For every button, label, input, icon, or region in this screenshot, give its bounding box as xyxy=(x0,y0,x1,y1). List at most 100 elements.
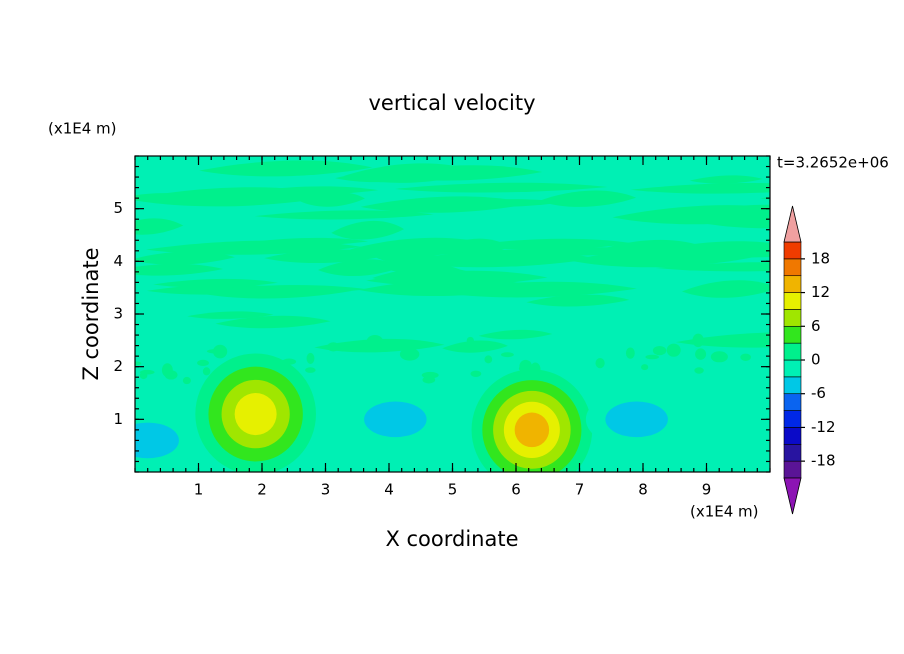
x-tick-label: 9 xyxy=(702,481,712,499)
field-speckle xyxy=(740,353,751,361)
field-speckle xyxy=(694,367,704,374)
field-speckle xyxy=(519,359,532,373)
field-streak xyxy=(344,163,479,183)
field-speckle xyxy=(645,354,659,360)
field-streak xyxy=(300,192,365,207)
field-streak xyxy=(215,315,331,329)
field-speckle xyxy=(212,344,228,359)
field-streak xyxy=(135,251,235,265)
field-streak xyxy=(630,182,770,194)
field-speckle xyxy=(710,351,728,363)
field-streak xyxy=(254,210,434,220)
x-tick-label: 4 xyxy=(384,481,394,499)
field-speckle xyxy=(666,343,681,357)
field-streak xyxy=(760,196,770,200)
field-speckle xyxy=(327,342,340,352)
colorbar-under xyxy=(783,477,802,515)
field-speckle xyxy=(366,334,384,349)
colorbar-box xyxy=(783,258,802,277)
field-streak xyxy=(689,175,763,184)
field-speckle xyxy=(625,347,635,359)
field-streak xyxy=(538,190,637,207)
field-speckle xyxy=(470,370,482,377)
colorbar-label: -12 xyxy=(811,418,836,436)
colorbar-box xyxy=(783,393,802,411)
colorbar-over xyxy=(783,205,802,243)
field-speckle xyxy=(135,361,142,366)
field-speckle xyxy=(595,357,605,369)
field-speckle xyxy=(182,376,191,385)
field-speckle xyxy=(197,359,209,367)
field-streak xyxy=(331,220,405,240)
field-speckle xyxy=(305,367,316,373)
colorbar-label: 12 xyxy=(811,283,830,301)
contour-band xyxy=(135,422,179,459)
y-tick-label: 2 xyxy=(113,357,123,375)
field-speckle xyxy=(139,371,148,380)
contour-band xyxy=(605,401,668,438)
field-streak xyxy=(394,182,608,193)
colorbar-label: 6 xyxy=(811,317,821,335)
colorbar-box xyxy=(783,325,802,344)
x-tick-label: 1 xyxy=(194,481,204,499)
field-streak xyxy=(359,279,540,297)
field-streak xyxy=(707,217,770,229)
x-tick-label: 5 xyxy=(448,481,458,499)
chart-title: vertical velocity xyxy=(368,91,535,115)
field-speckle xyxy=(414,342,427,347)
field-streak xyxy=(747,250,770,256)
field-speckle xyxy=(484,355,493,364)
field-speckle xyxy=(692,333,704,348)
field-speckle xyxy=(306,352,315,365)
field-streak xyxy=(466,238,634,250)
colorbar-box xyxy=(783,241,802,260)
y-tick-label: 3 xyxy=(113,305,123,323)
field-streak xyxy=(199,285,368,295)
field xyxy=(135,156,770,472)
field-streak xyxy=(318,259,403,277)
field-streak xyxy=(612,205,770,225)
field-speckle xyxy=(421,371,439,379)
x-tick-label: 8 xyxy=(638,481,648,499)
colorbar-box xyxy=(783,410,802,428)
field-streak xyxy=(526,294,630,307)
field-speckle xyxy=(695,348,707,360)
colorbar-label: -18 xyxy=(811,452,836,470)
field-speckle xyxy=(164,370,178,380)
field-streak xyxy=(349,237,496,257)
x-tick-label: 2 xyxy=(257,481,267,499)
field-streak xyxy=(187,311,274,319)
x-tick-label: 3 xyxy=(321,481,331,499)
field-streak xyxy=(135,218,184,235)
field-speckle xyxy=(652,345,667,356)
field-streak xyxy=(135,263,224,276)
field-speckle xyxy=(500,352,514,358)
field-streak xyxy=(451,199,562,207)
colorbar-label: 18 xyxy=(811,249,830,267)
field-streak xyxy=(468,247,673,256)
colorbar-box xyxy=(783,376,802,395)
field-streak xyxy=(245,237,369,246)
field-streak xyxy=(442,340,508,353)
time-label: t=3.2652e+06 xyxy=(777,154,889,172)
y-tick-label: 4 xyxy=(113,252,123,270)
colorbar-label: -6 xyxy=(811,384,826,402)
colorbar-box xyxy=(783,292,802,310)
field-streak xyxy=(681,280,770,298)
field-streak xyxy=(135,193,194,201)
colorbar-box xyxy=(783,427,802,445)
colorbar-box xyxy=(783,443,802,462)
y-unit: (x1E4 m) xyxy=(48,120,117,138)
x-tick-label: 6 xyxy=(511,481,521,499)
y-tick-label: 1 xyxy=(113,410,123,428)
colorbar-box xyxy=(783,342,802,361)
contour-band xyxy=(514,412,550,448)
colorbar-box xyxy=(783,359,802,378)
colorbar-label: 0 xyxy=(811,351,821,369)
colorbar-box xyxy=(783,460,802,479)
contour-band xyxy=(234,393,277,436)
x-axis-title: X coordinate xyxy=(385,527,518,551)
field-streak xyxy=(264,249,389,264)
